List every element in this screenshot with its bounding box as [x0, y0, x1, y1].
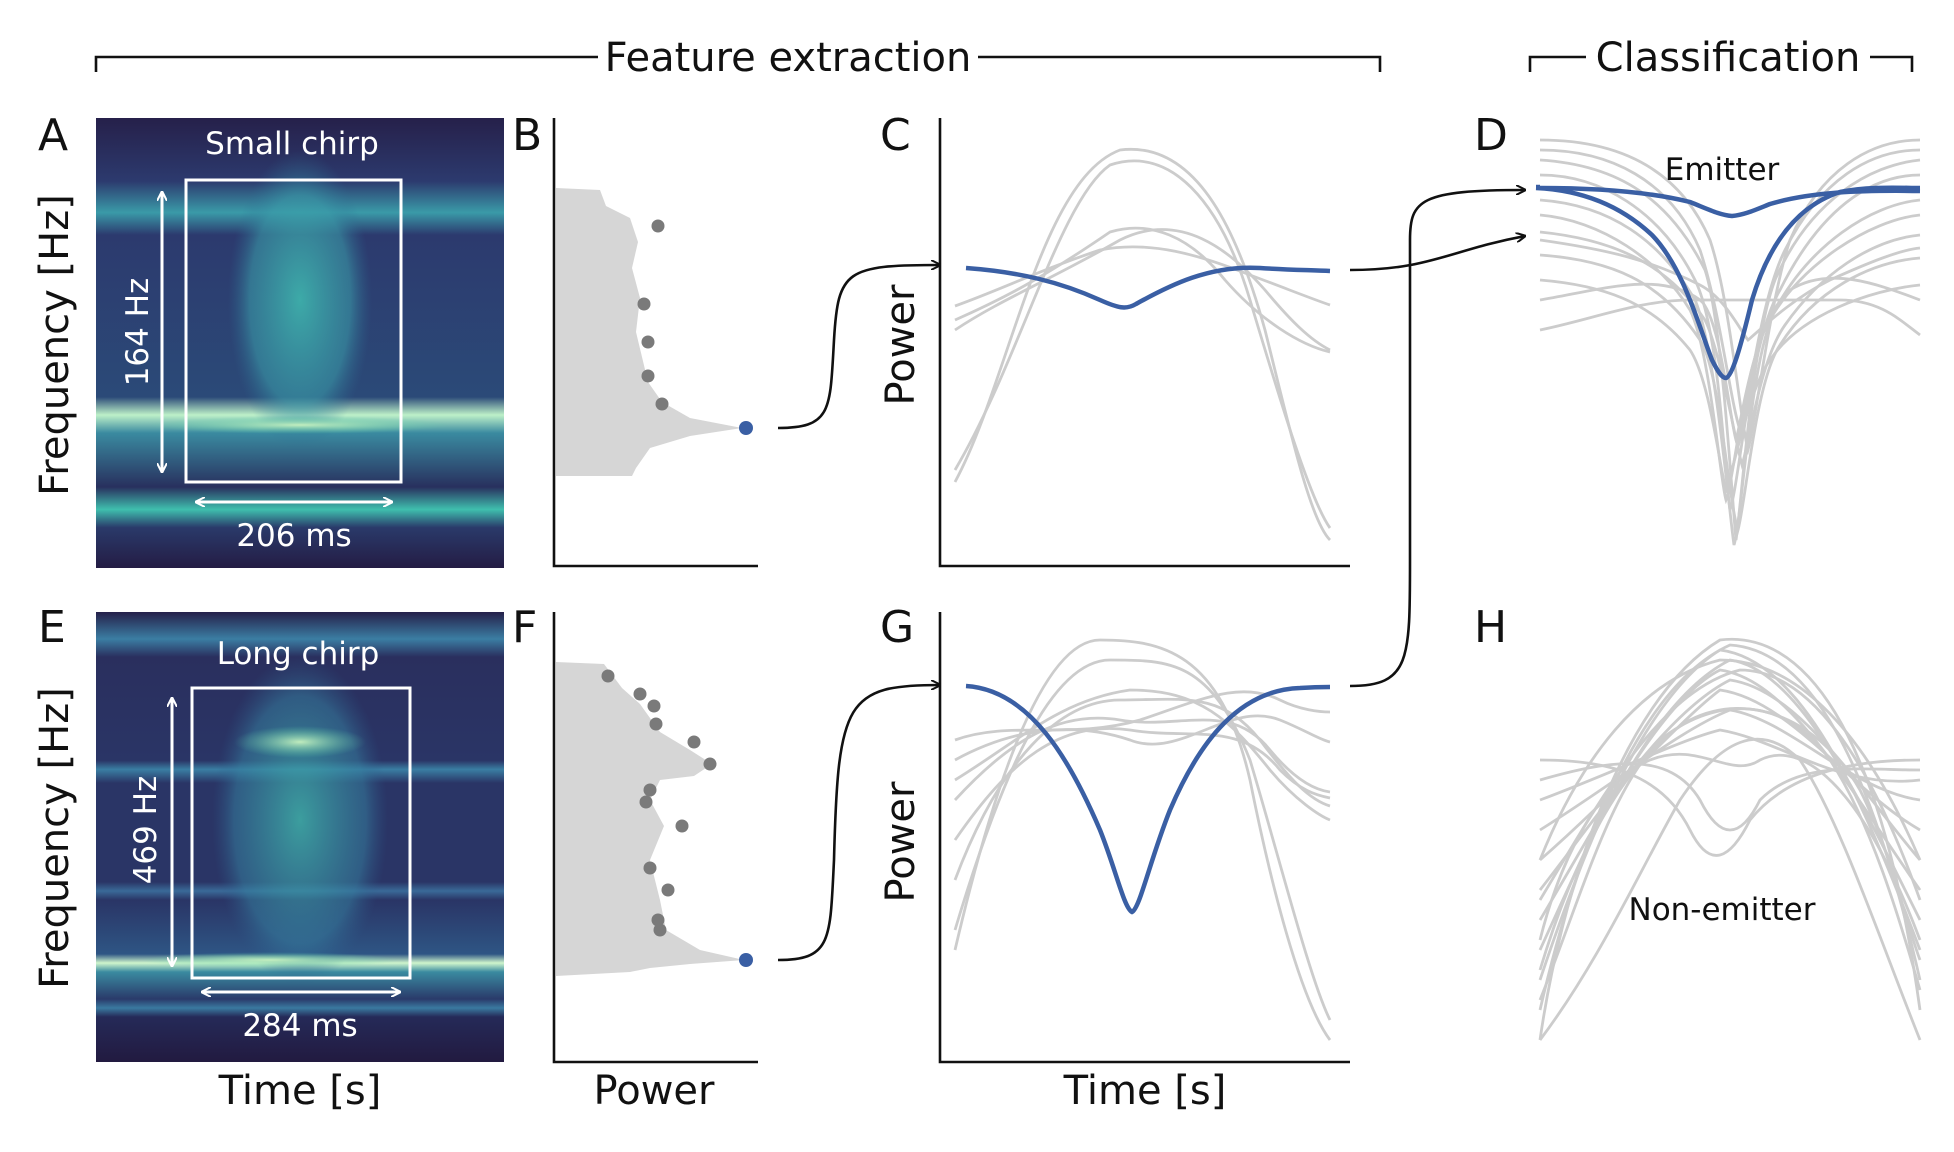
- cluster-trace: [1538, 637, 1922, 1041]
- small-chirp-frequency-label: 164 Hz: [120, 278, 156, 387]
- power-traces-long-chirp: [938, 612, 1350, 1064]
- spectrum-peak-marker: [643, 861, 657, 875]
- power-spectrum-long-chirp: [552, 612, 758, 1064]
- spectrum-peak-marker: [641, 369, 655, 383]
- spectrum-peak-marker: [643, 783, 657, 797]
- cluster-trace: [1539, 238, 1921, 342]
- panel-label-b: B: [512, 110, 542, 161]
- spectrum-peak-marker: [641, 335, 655, 349]
- cluster-trace: [1538, 658, 1922, 861]
- background-trace: [954, 690, 1331, 742]
- spectrum-peak-marker: [639, 795, 653, 809]
- spectrum-peak-marker: [633, 687, 647, 701]
- background-trace: [954, 688, 1331, 822]
- cluster-trace: [1539, 298, 1921, 337]
- arrow-f-to-g: [777, 685, 940, 962]
- panel-label-d: D: [1474, 110, 1508, 161]
- panel-label-h: H: [1474, 602, 1507, 653]
- emitter-cluster: Emitter: [1527, 138, 1921, 546]
- non-emitter-label: Non-emitter: [1629, 892, 1816, 928]
- time-axis-label-traces: Time [s]: [1063, 1068, 1227, 1114]
- frequency-axis-label-bottom: Frequency [Hz]: [32, 687, 78, 989]
- emitter-label: Emitter: [1665, 152, 1780, 188]
- background-trace: [954, 245, 1331, 308]
- spectrum-peak-marker: [649, 717, 663, 731]
- background-trace: [954, 226, 1331, 354]
- spectrum-peak-marker: [637, 297, 651, 311]
- non-emitter-cluster: Non-emitter: [1538, 637, 1922, 1041]
- power-axis-label-spectrum: Power: [594, 1068, 715, 1114]
- cluster-trace: [1539, 230, 1921, 470]
- cluster-trace: [1539, 276, 1921, 445]
- cluster-trace: [1539, 688, 1921, 862]
- power-spectrum-small-chirp: [552, 118, 758, 568]
- background-trace: [953, 159, 1332, 529]
- spectrum-peak-marker: [653, 923, 667, 937]
- panel-label-e: E: [38, 602, 66, 653]
- classification-bracket: Classification: [1528, 35, 1914, 81]
- panel-label-g: G: [880, 602, 914, 653]
- arrow-g-to-d-emitter: [1349, 190, 1525, 688]
- selected-trace: [965, 683, 1331, 915]
- spectrum-peak-marker: [655, 397, 669, 411]
- time-axis-label-spectrogram: Time [s]: [218, 1068, 382, 1114]
- power-axis-label-top: Power: [878, 284, 924, 405]
- cluster-trace: [1539, 278, 1921, 495]
- spectrum-peak-marker: [651, 219, 665, 233]
- chirp-box: [190, 686, 412, 980]
- spectrum-peak-marker: [601, 669, 615, 683]
- long-chirp-time-label: 284 ms: [242, 1008, 357, 1044]
- cluster-trace: [1538, 737, 1922, 1041]
- power-axis-label-bottom: Power: [878, 781, 924, 902]
- selected-peak-marker: [739, 421, 753, 435]
- spectrum-peak-marker: [647, 699, 661, 713]
- background-trace: [953, 658, 1332, 1021]
- long-chirp-frequency-label: 469 Hz: [128, 776, 164, 885]
- emitter-trace: [1535, 185, 1921, 381]
- background-trace: [953, 716, 1331, 801]
- cluster-trace: [1538, 668, 1922, 921]
- spectrum-peak-marker: [661, 883, 675, 897]
- background-trace: [953, 727, 1331, 841]
- small-chirp-title: Small chirp: [205, 126, 379, 162]
- classification-header: Classification: [1596, 35, 1861, 81]
- panel-label-c: C: [880, 110, 911, 161]
- cluster-trace: [1539, 253, 1921, 535]
- spectrum-peak-marker: [675, 819, 689, 833]
- long-chirp-title: Long chirp: [217, 636, 380, 672]
- panel-label-f: F: [512, 602, 537, 653]
- chirp-box: [184, 178, 403, 484]
- arrow-b-to-c: [777, 265, 940, 430]
- selected-peak-marker: [739, 953, 753, 967]
- emitter-trace: [1539, 185, 1921, 219]
- small-chirp-time-label: 206 ms: [236, 518, 351, 554]
- spectrogram-small-chirp: Small chirp 164 Hz 206 ms: [96, 118, 504, 568]
- background-trace: [953, 638, 1332, 1041]
- background-trace: [954, 228, 1331, 352]
- frequency-axis-label-top: Frequency [Hz]: [32, 194, 78, 496]
- feature-extraction-bracket: Feature extraction: [94, 35, 1382, 81]
- spectrum-peak-marker: [703, 757, 717, 771]
- cluster-trace: [1538, 648, 1922, 981]
- selected-trace: [965, 265, 1331, 310]
- background-trace: [953, 147, 1332, 541]
- power-traces-small-chirp: [938, 118, 1350, 568]
- cluster-trace: [1539, 198, 1921, 546]
- cluster-trace: [1538, 668, 1922, 901]
- arrow-c-to-d-emitter: [1349, 236, 1525, 272]
- feature-extraction-header: Feature extraction: [605, 35, 972, 81]
- panel-label-a: A: [38, 110, 68, 161]
- background-trace: [953, 697, 1331, 881]
- cluster-trace: [1539, 728, 1921, 802]
- spectrogram-long-chirp: Long chirp 469 Hz 284 ms: [96, 612, 504, 1062]
- spectrum-peak-marker: [687, 735, 701, 749]
- spectrum-peak-marker: [651, 913, 665, 927]
